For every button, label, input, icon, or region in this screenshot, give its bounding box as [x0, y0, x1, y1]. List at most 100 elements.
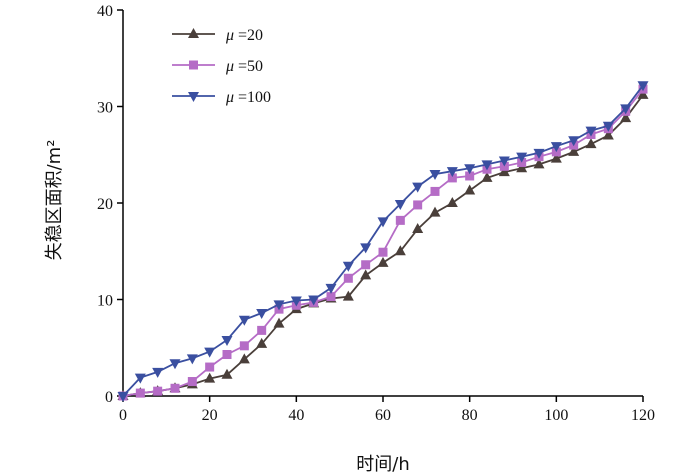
data-point	[464, 164, 476, 175]
data-point	[465, 171, 475, 181]
data-point	[186, 354, 198, 365]
data-point	[637, 81, 649, 92]
data-point	[395, 215, 405, 225]
legend-value: =50	[234, 58, 263, 75]
data-point	[187, 377, 197, 387]
legend-marker	[188, 28, 199, 38]
legend-marker	[188, 92, 199, 102]
y-tick-label: 20	[97, 196, 113, 213]
data-point	[481, 160, 493, 171]
series-1	[117, 88, 649, 400]
legend-value: =20	[234, 27, 263, 44]
x-tick-label: 20	[202, 407, 218, 424]
data-point	[256, 309, 268, 320]
data-point	[394, 199, 406, 210]
y-tick-label: 40	[97, 3, 113, 20]
data-point	[360, 269, 372, 280]
data-point	[360, 243, 372, 254]
data-point	[498, 166, 510, 177]
data-point	[446, 167, 458, 178]
legend-value: =100	[234, 89, 271, 106]
data-point	[343, 273, 353, 283]
legend-item-3: μ =100	[172, 89, 271, 106]
chart-series	[117, 81, 649, 402]
x-tick-label: 80	[462, 407, 478, 424]
data-point	[238, 315, 250, 326]
legend-item-1: μ =20	[172, 27, 263, 44]
data-point	[377, 256, 389, 267]
data-point	[239, 341, 249, 351]
x-axis-title: 时间/h	[356, 454, 409, 475]
x-tick-label: 120	[631, 407, 655, 424]
data-point	[342, 290, 354, 301]
data-point	[446, 197, 458, 207]
data-point	[533, 158, 545, 169]
data-point	[429, 170, 441, 181]
chart-axes: 0 10 20 30 40 0 20 40 60 80 100 120	[97, 3, 655, 424]
data-point	[568, 145, 580, 156]
data-point	[361, 260, 371, 270]
data-point	[134, 373, 146, 384]
data-point	[637, 88, 649, 99]
legend-label: μ =20	[225, 27, 263, 44]
data-point	[412, 182, 424, 193]
data-point	[620, 112, 632, 123]
series-line	[122, 84, 644, 397]
data-point	[256, 337, 268, 348]
data-point	[290, 296, 302, 307]
data-point	[308, 295, 320, 306]
data-point	[585, 126, 597, 137]
x-tick-label: 60	[375, 407, 391, 424]
data-point	[170, 383, 180, 393]
data-point	[257, 325, 267, 335]
data-point	[222, 350, 232, 360]
data-point	[412, 223, 424, 234]
data-point	[152, 367, 164, 378]
data-point	[169, 359, 181, 370]
series-line	[122, 94, 644, 397]
data-point	[447, 173, 457, 183]
data-point	[221, 368, 233, 379]
data-point	[273, 300, 285, 311]
data-point	[273, 317, 285, 328]
data-point	[533, 148, 545, 159]
data-point	[394, 245, 406, 256]
data-point	[550, 152, 562, 163]
data-point	[430, 186, 440, 196]
data-point	[378, 247, 388, 257]
series-2	[118, 84, 648, 401]
legend-item-2: μ =50	[172, 58, 263, 75]
data-point	[602, 121, 614, 132]
series-line	[122, 88, 644, 397]
x-tick-label: 100	[544, 407, 568, 424]
data-point	[135, 388, 145, 398]
data-point	[550, 142, 562, 153]
data-point	[602, 129, 614, 140]
data-point	[481, 171, 493, 182]
data-point	[221, 336, 233, 347]
legend: μ =20μ =50μ =100	[172, 27, 271, 106]
data-point	[117, 392, 129, 402]
legend-mu-symbol: μ	[225, 58, 234, 75]
data-point	[620, 104, 632, 115]
data-point	[153, 386, 163, 396]
legend-marker	[189, 60, 198, 70]
series-3	[117, 81, 649, 402]
legend-label: μ =50	[225, 58, 263, 75]
data-point	[498, 156, 510, 167]
data-point	[238, 353, 250, 364]
data-point	[429, 206, 441, 217]
x-tick-label: 0	[119, 407, 127, 424]
data-point	[516, 152, 528, 163]
legend-mu-symbol: μ	[225, 89, 234, 106]
data-point	[585, 138, 597, 149]
data-point	[568, 136, 580, 147]
data-point	[377, 217, 389, 228]
data-point	[326, 292, 336, 302]
data-point	[413, 200, 423, 210]
y-axis-title: 失稳区面积/m²	[44, 140, 65, 261]
data-point	[325, 283, 337, 294]
x-tick-label: 40	[288, 407, 304, 424]
y-tick-label: 10	[97, 293, 113, 310]
